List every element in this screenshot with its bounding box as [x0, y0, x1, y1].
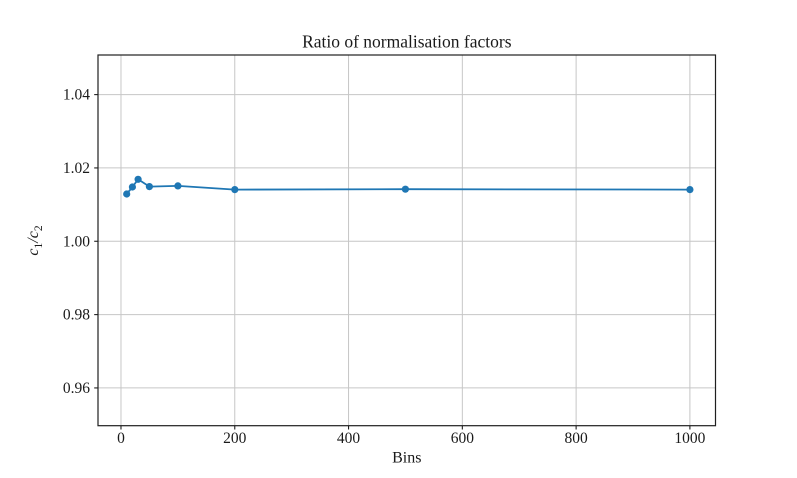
y-axis-label: c1/c2	[25, 225, 45, 255]
y-tick-label: 1.00	[63, 233, 90, 250]
data-line	[125, 178, 691, 195]
y-tick-label: 0.98	[63, 307, 90, 324]
plot-border	[97, 54, 717, 427]
y-tick-labels: 0.96 0.98 1.00 1.02 1.04	[63, 87, 90, 397]
y-tick-label: 0.96	[63, 380, 90, 397]
tick-marks	[94, 94, 691, 430]
y-tick-label: 1.04	[63, 87, 90, 104]
x-tick-label: 0	[117, 430, 125, 447]
y-tick-label: 1.02	[63, 160, 90, 177]
data-point	[145, 183, 153, 191]
x-tick-label: 600	[451, 430, 475, 447]
x-tick-label: 1000	[674, 430, 705, 447]
data-point	[128, 183, 136, 191]
data-points	[123, 175, 694, 198]
grid-layer	[98, 55, 716, 426]
x-tick-labels: 0 200 400 600 800 1000	[117, 430, 706, 447]
data-point	[686, 186, 694, 194]
data-point	[401, 185, 409, 193]
x-tick-label: 800	[564, 430, 588, 447]
data-point	[123, 190, 131, 198]
chart-title: Ratio of normalisation factors	[302, 32, 512, 52]
x-tick-label: 200	[223, 430, 247, 447]
x-axis-label: Bins	[392, 450, 421, 467]
data-point	[174, 182, 182, 190]
x-tick-label: 400	[337, 430, 361, 447]
data-point	[231, 186, 239, 194]
data-point	[134, 175, 142, 183]
